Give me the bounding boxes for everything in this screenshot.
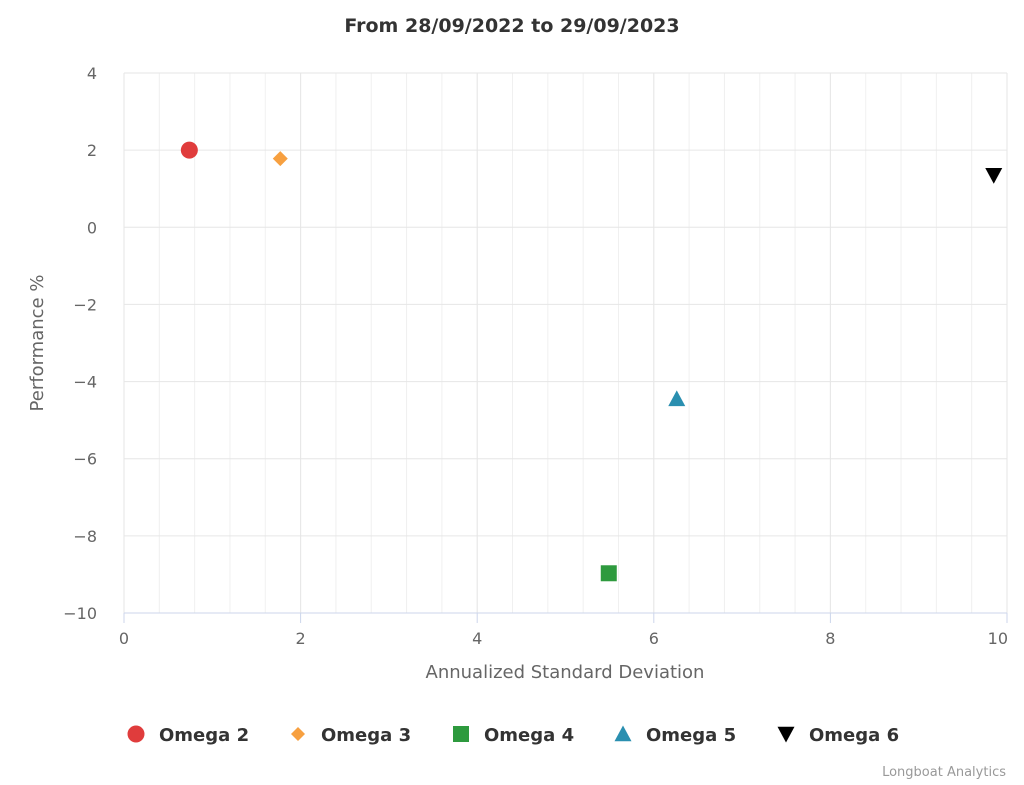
legend-item-omega-2: Omega 2 [127,725,249,746]
y-axis-title: Performance % [27,275,48,412]
point-omega-2 [180,141,198,159]
legend-item-omega-6: Omega 6 [777,725,899,746]
legend-label-omega-3: Omega 3 [321,725,411,746]
x-tick-label: 0 [119,629,129,648]
legend-label-omega-6: Omega 6 [809,725,899,746]
y-tick-label: −6 [73,450,97,469]
y-tick-label: 0 [87,218,97,237]
y-tick-label: 2 [87,141,97,160]
legend-item-omega-5: Omega 5 [614,725,736,746]
legend-symbol-omega-5 [614,725,632,742]
y-tick-label: −8 [73,527,97,546]
legend: Omega 2 Omega 3 Omega 4 Omega 5 Omega 6 [127,725,899,746]
x-tick-label: 10 [988,629,1008,648]
legend-label-omega-5: Omega 5 [646,725,736,746]
legend-item-omega-4: Omega 4 [453,725,574,746]
x-tick-label: 6 [649,629,659,648]
legend-label-omega-2: Omega 2 [159,725,249,746]
grid-lines [123,72,1008,623]
credits-label[interactable]: Longboat Analytics [882,765,1006,780]
legend-symbol-omega-2 [127,725,145,743]
y-tick-label: −10 [63,604,97,623]
x-axis-ticks: 0 2 4 6 8 10 [119,629,1008,648]
legend-label-omega-4: Omega 4 [484,725,574,746]
legend-symbol-omega-6 [777,726,795,743]
y-axis-ticks: 4 2 0 −2 −4 −6 −8 −10 [63,64,97,623]
point-omega-4 [600,565,617,582]
y-tick-label: 4 [87,64,97,83]
y-tick-label: −4 [73,373,97,392]
point-omega-6 [985,167,1003,184]
point-omega-5 [668,390,686,407]
x-tick-label: 8 [825,629,835,648]
legend-item-omega-3: Omega 3 [291,725,411,746]
data-points [180,141,1003,582]
x-axis-title: Annualized Standard Deviation [426,662,705,683]
legend-symbol-omega-4 [453,726,469,742]
x-tick-label: 2 [296,629,306,648]
point-omega-3 [272,151,288,167]
x-tick-label: 4 [472,629,482,648]
chart-title: From 28/09/2022 to 29/09/2023 [344,15,679,37]
y-tick-label: −2 [73,295,97,314]
legend-symbol-omega-3 [291,727,305,741]
